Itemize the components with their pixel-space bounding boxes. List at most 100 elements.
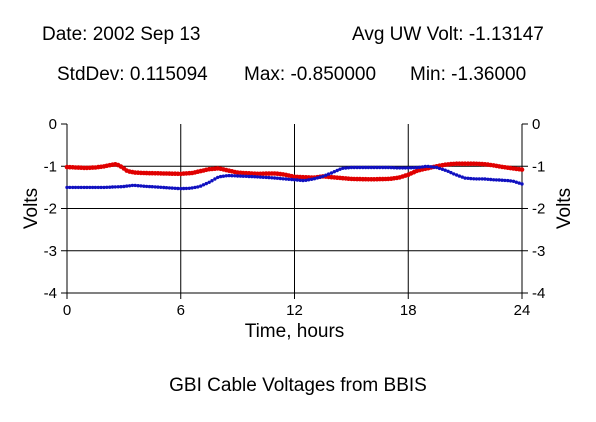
data-point-blue bbox=[417, 165, 422, 169]
data-point-blue bbox=[520, 182, 524, 186]
data-point-blue bbox=[406, 166, 410, 170]
y-axis-title-right: Volts bbox=[554, 188, 575, 229]
data-point-blue bbox=[491, 178, 496, 182]
data-point-blue bbox=[386, 165, 390, 170]
x-tick-label: 24 bbox=[514, 302, 531, 319]
data-point-red bbox=[519, 167, 525, 172]
data-point-blue bbox=[181, 186, 186, 191]
data-point-blue bbox=[423, 164, 427, 169]
data-point-blue bbox=[233, 174, 237, 178]
data-point-blue bbox=[432, 165, 436, 169]
data-point-blue bbox=[480, 177, 484, 181]
data-point-blue bbox=[298, 178, 302, 182]
y-tick-label-left: -3 bbox=[44, 243, 57, 260]
data-point-blue bbox=[267, 175, 271, 180]
data-point-blue bbox=[156, 185, 160, 189]
data-point-blue bbox=[235, 174, 240, 178]
data-point-blue bbox=[301, 178, 305, 183]
data-point-blue bbox=[68, 185, 72, 190]
data-point-blue bbox=[227, 173, 231, 178]
data-point-blue bbox=[295, 178, 299, 182]
stddev-label: StdDev: 0.115094 bbox=[57, 64, 208, 85]
data-point-blue bbox=[193, 185, 197, 190]
data-point-blue bbox=[312, 177, 317, 181]
data-point-blue bbox=[190, 186, 194, 190]
data-point-blue bbox=[164, 186, 169, 190]
data-point-blue bbox=[321, 174, 325, 179]
data-point-blue bbox=[105, 185, 109, 189]
data-point-blue bbox=[76, 185, 81, 190]
data-point-blue bbox=[159, 185, 163, 189]
data-point-blue bbox=[150, 185, 154, 189]
data-point-blue bbox=[73, 185, 78, 190]
data-point-blue bbox=[258, 175, 263, 179]
y-tick-label-right: 0 bbox=[532, 116, 540, 133]
data-point-blue bbox=[108, 185, 112, 189]
data-point-blue bbox=[372, 165, 376, 170]
data-point-blue bbox=[196, 185, 200, 189]
data-point-blue bbox=[489, 177, 493, 182]
data-point-blue bbox=[173, 186, 177, 190]
data-point-blue bbox=[349, 165, 354, 170]
y-tick-label-right: -2 bbox=[532, 201, 545, 218]
data-point-blue bbox=[326, 172, 331, 176]
y-axis-title-left: Volts bbox=[21, 188, 42, 229]
data-point-blue bbox=[435, 165, 439, 170]
data-point-blue bbox=[255, 175, 260, 179]
data-point-blue bbox=[469, 176, 473, 181]
x-tick-label: 0 bbox=[63, 302, 71, 319]
data-point-blue bbox=[494, 178, 499, 182]
data-point-blue bbox=[184, 186, 189, 191]
data-point-blue bbox=[309, 177, 314, 181]
data-point-blue bbox=[375, 165, 379, 170]
data-point-blue bbox=[500, 178, 504, 182]
data-point-blue bbox=[366, 165, 371, 170]
y-tick-label-right: -1 bbox=[532, 158, 545, 175]
data-point-blue bbox=[247, 174, 251, 179]
data-point-blue bbox=[133, 183, 137, 188]
data-point-blue bbox=[292, 178, 297, 182]
data-point-blue bbox=[437, 166, 442, 171]
data-point-blue bbox=[517, 181, 521, 185]
data-point-blue bbox=[216, 175, 220, 180]
data-point-blue bbox=[85, 185, 89, 190]
avg-voltage-label: Avg UW Volt: -1.13147 bbox=[352, 24, 544, 45]
data-point-blue bbox=[483, 177, 487, 181]
data-point-blue bbox=[270, 176, 274, 180]
y-tick-label-right: -4 bbox=[532, 285, 545, 302]
data-point-blue bbox=[392, 166, 396, 170]
date-label: Date: 2002 Sep 13 bbox=[42, 24, 201, 45]
y-tick-label-left: 0 bbox=[49, 116, 57, 133]
data-point-blue bbox=[335, 168, 339, 173]
data-point-blue bbox=[238, 174, 243, 178]
data-point-blue bbox=[332, 170, 336, 174]
data-point-blue bbox=[440, 167, 445, 171]
data-point-blue bbox=[400, 166, 405, 170]
y-tick-label-right: -3 bbox=[532, 243, 545, 260]
data-point-blue bbox=[503, 178, 507, 183]
data-point-blue bbox=[170, 186, 174, 190]
data-point-blue bbox=[210, 179, 214, 183]
data-point-blue bbox=[486, 177, 490, 181]
data-point-blue bbox=[324, 173, 328, 177]
data-point-blue bbox=[420, 165, 425, 169]
data-point-blue bbox=[119, 185, 123, 189]
data-point-blue bbox=[338, 167, 342, 171]
data-point-blue bbox=[378, 165, 382, 170]
data-point-blue bbox=[363, 165, 368, 170]
data-point-blue bbox=[307, 178, 311, 182]
data-point-blue bbox=[272, 176, 277, 180]
data-point-blue bbox=[241, 174, 245, 178]
data-point-blue bbox=[389, 165, 393, 170]
data-point-blue bbox=[250, 174, 254, 179]
data-point-blue bbox=[415, 165, 419, 170]
data-point-blue bbox=[204, 181, 208, 186]
data-point-blue bbox=[508, 179, 513, 183]
data-point-blue bbox=[284, 177, 288, 181]
data-point-blue bbox=[110, 185, 115, 189]
data-point-blue bbox=[304, 178, 308, 182]
data-point-blue bbox=[281, 177, 285, 181]
data-point-blue bbox=[93, 185, 98, 190]
data-point-blue bbox=[446, 169, 450, 173]
data-point-blue bbox=[221, 174, 226, 178]
